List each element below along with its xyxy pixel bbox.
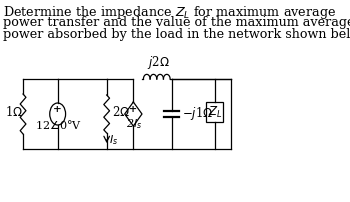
- Text: $Z_L$: $Z_L$: [208, 104, 222, 120]
- Text: 12$\angle$0°V: 12$\angle$0°V: [35, 118, 82, 131]
- Text: 2$\Omega$: 2$\Omega$: [112, 105, 131, 119]
- Text: Determine the impedance $Z_L$ for maximum average: Determine the impedance $Z_L$ for maximu…: [3, 4, 336, 21]
- Text: +: +: [129, 105, 138, 115]
- Text: $-j$1$\Omega$: $-j$1$\Omega$: [182, 104, 213, 121]
- Text: power absorbed by the load in the network shown below: power absorbed by the load in the networ…: [3, 28, 350, 41]
- Text: $j$2$\Omega$: $j$2$\Omega$: [147, 54, 169, 71]
- Text: 1$\Omega$: 1$\Omega$: [5, 105, 23, 119]
- Text: 2$I_s$: 2$I_s$: [126, 117, 142, 131]
- Text: power transfer and the value of the maximum average: power transfer and the value of the maxi…: [3, 16, 350, 29]
- Text: $I_s$: $I_s$: [109, 133, 118, 147]
- Text: +: +: [52, 105, 61, 115]
